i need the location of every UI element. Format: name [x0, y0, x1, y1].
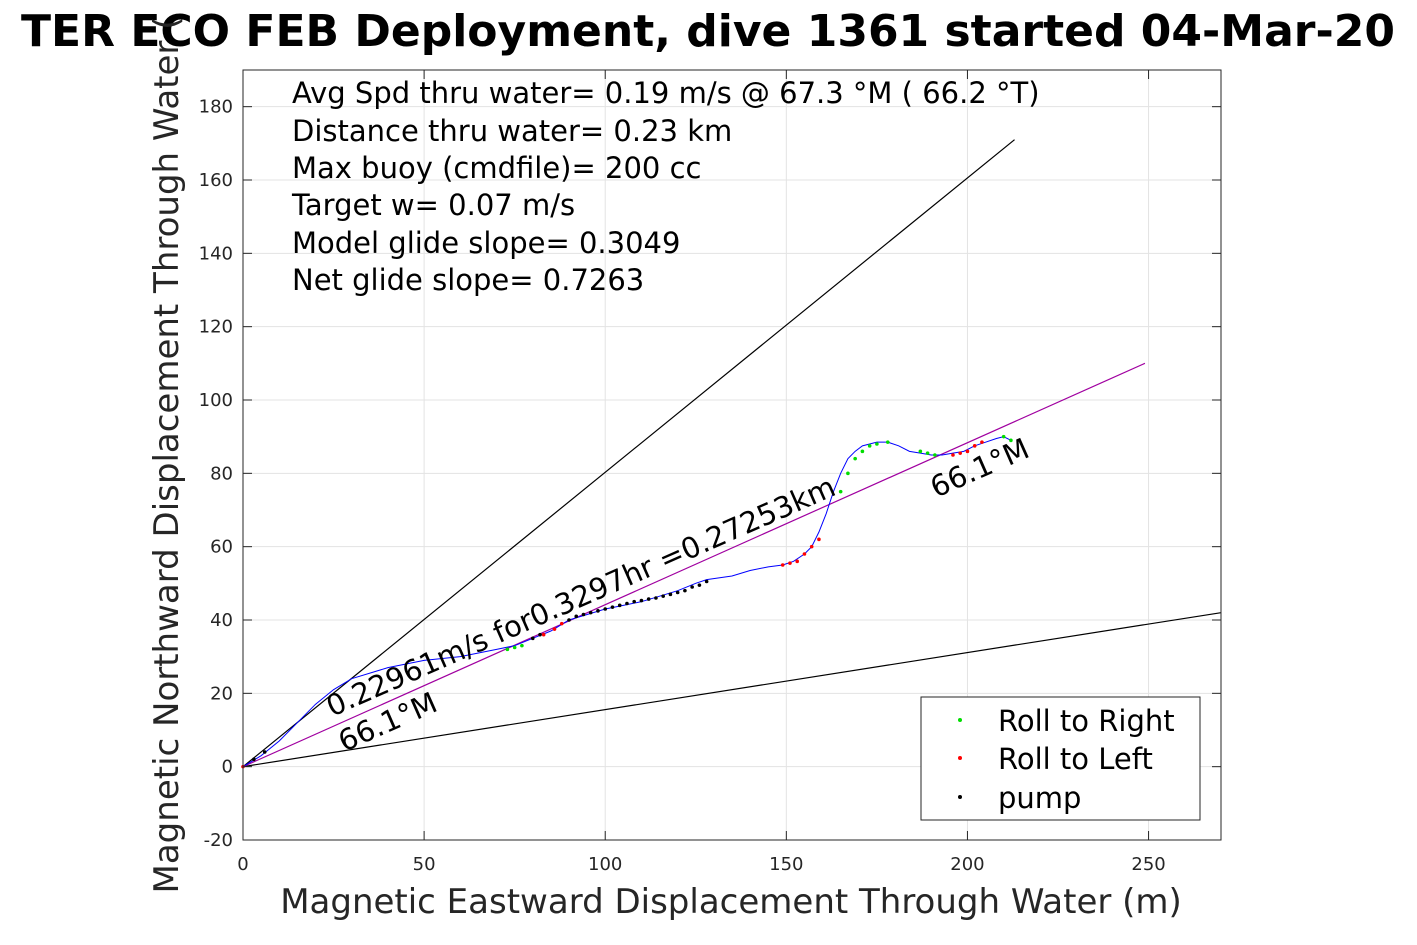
track — [242, 436, 1012, 768]
legend-marker-roll-left — [958, 756, 962, 760]
y-tick-label: 180 — [199, 97, 233, 118]
point-roll-to-left — [541, 632, 546, 637]
plot-border — [242, 69, 1222, 841]
point-roll-to-right — [505, 647, 510, 652]
legend: Roll to Right Roll to Left pump — [920, 696, 1201, 821]
chart-title: TER ECO FEB Deployment, dive 1361 starte… — [21, 6, 1395, 57]
reference-lines — [242, 139, 1222, 768]
point-pump — [262, 750, 267, 754]
y-axis-label: Magnetic Northward Displacement Through … — [147, 17, 187, 894]
info-block: Avg Spd thru water= 0.19 m/s @ 67.3 °M (… — [291, 76, 1040, 297]
point-pump — [574, 614, 579, 619]
point-roll-to-left — [980, 440, 984, 444]
point-roll-to-left — [972, 444, 977, 448]
point-pump — [596, 609, 600, 613]
x-tick-label: 50 — [413, 854, 436, 875]
point-roll-to-right — [867, 444, 872, 448]
y-tick-label: 160 — [199, 170, 233, 191]
point-roll-to-right — [1001, 434, 1006, 439]
x-tick-label: 0 — [237, 854, 248, 875]
ticks: 0 50 100 150 200 250-200204060801001201401601… — [199, 70, 1221, 875]
point-roll-to-right — [925, 451, 930, 455]
y-tick-label: 20 — [210, 683, 233, 704]
point-roll-to-right — [846, 471, 850, 476]
point-roll-to-left — [795, 559, 799, 564]
y-tick-label: 140 — [199, 243, 233, 264]
point-pump — [704, 579, 709, 584]
point-roll-to-right — [885, 440, 890, 444]
point-pump — [668, 592, 673, 597]
info-line-distance: Distance thru water= 0.23 km — [292, 114, 732, 148]
point-pump — [603, 607, 608, 611]
y-tick-label: 80 — [210, 463, 233, 484]
point-pump — [675, 590, 680, 595]
x-tick-label: 200 — [950, 854, 984, 875]
info-line-model-glide: Model glide slope= 0.3049 — [292, 226, 680, 260]
x-tick-label: 150 — [769, 854, 803, 875]
x-axis-label: Magnetic Eastward Displacement Through W… — [280, 882, 1182, 922]
x-tick-label: 250 — [1131, 854, 1165, 875]
reference-line-lower-bound — [242, 612, 1222, 768]
point-pump — [697, 583, 702, 587]
point-roll-to-left — [817, 537, 821, 542]
info-line-avg-speed: Avg Spd thru water= 0.19 m/s @ 67.3 °M (… — [292, 76, 1040, 110]
point-roll-to-left — [965, 449, 970, 454]
point-pump — [661, 594, 665, 598]
info-line-max-buoy: Max buoy (cmdfile)= 200 cc — [292, 151, 701, 185]
y-tick-label: 100 — [199, 390, 233, 411]
point-pump — [588, 610, 593, 615]
point-pump — [538, 632, 542, 637]
point-pump — [639, 598, 644, 603]
point-roll-to-left — [809, 544, 814, 549]
legend-marker-pump — [958, 795, 962, 799]
point-pump — [625, 601, 629, 606]
legend-marker-roll-right — [958, 718, 962, 722]
legend-label-roll-left: Roll to Left — [998, 742, 1153, 776]
point-roll-to-right — [853, 456, 857, 461]
point-pump — [683, 588, 687, 593]
y-tick-label: 60 — [210, 537, 233, 558]
y-tick-label: 0 — [222, 757, 233, 778]
point-roll-to-right — [918, 449, 923, 454]
legend-box — [920, 696, 1201, 821]
point-roll-to-left — [951, 453, 955, 457]
y-tick-label: 40 — [210, 610, 233, 631]
point-roll-to-right — [520, 643, 524, 648]
dive-track-line — [242, 436, 1012, 768]
point-roll-to-right — [512, 645, 517, 650]
point-pump — [581, 612, 586, 617]
info-line-net-glide: Net glide slope= 0.7263 — [292, 263, 644, 297]
point-pump — [252, 757, 256, 762]
point-pump — [610, 605, 615, 609]
point-roll-to-left — [788, 561, 792, 565]
point-pump — [617, 603, 622, 608]
y-tick-label: -20 — [204, 830, 233, 851]
reference-line-mean-heading — [242, 362, 1146, 768]
point-roll-to-right — [875, 442, 879, 446]
point-roll-to-left — [559, 621, 564, 626]
point-pump — [690, 585, 694, 589]
point-roll-to-right — [860, 449, 865, 454]
point-pump — [632, 599, 636, 604]
point-roll-to-left — [780, 563, 785, 567]
plot-area: 0 50 100 150 200 250-200204060801001201401601… — [199, 69, 1222, 875]
point-pump — [646, 597, 651, 601]
point-roll-to-right — [1009, 438, 1013, 443]
point-pump — [530, 636, 535, 641]
point-roll-to-right — [933, 453, 937, 457]
point-roll-to-left — [958, 451, 962, 455]
legend-label-pump: pump — [998, 781, 1081, 815]
x-tick-label: 100 — [588, 854, 622, 875]
point-roll-to-left — [802, 552, 807, 556]
point-pump — [567, 618, 571, 622]
reference-line-upper-bound — [242, 139, 1015, 768]
point-pump — [654, 596, 658, 600]
y-tick-label: 120 — [199, 317, 233, 338]
info-line-target-w: Target w= 0.07 m/s — [291, 188, 575, 222]
legend-label-roll-right: Roll to Right — [998, 704, 1175, 738]
point-roll-to-right — [838, 489, 843, 494]
point-roll-to-left — [552, 627, 557, 631]
markers — [241, 434, 1013, 769]
